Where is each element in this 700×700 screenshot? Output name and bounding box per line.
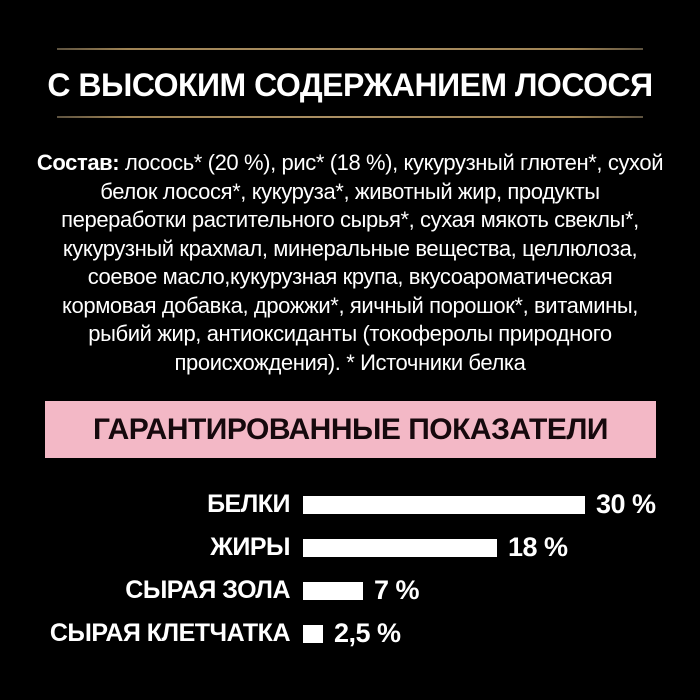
banner-label: ГАРАНТИРОВАННЫЕ ПОКАЗАТЕЛИ: [93, 412, 609, 446]
bar-value-crude-ash: 7 %: [374, 575, 420, 605]
gold-divider-bottom: [57, 116, 643, 118]
chart-row-crude-fiber: СЫРАЯ КЛЕТЧАТКА 2,5 %: [0, 612, 700, 655]
page-title: С ВЫСОКИМ СОДЕРЖАНИЕМ ЛОСОСЯ: [47, 67, 653, 103]
composition-line: кукурузный крахмал, минеральные вещества…: [62, 235, 638, 261]
guaranteed-analysis-chart: БЕЛКИ 30 % ЖИРЫ 18 % СЫРАЯ ЗОЛА 7 % СЫРА…: [0, 483, 700, 655]
bar-crude-ash: [303, 581, 363, 600]
composition-line: кормовая добавка, дрожжи*, яичный порошо…: [62, 292, 638, 318]
chart-row-crude-ash: СЫРАЯ ЗОЛА 7 %: [0, 569, 700, 612]
composition-line: белок лосося*, кукуруза*, животный жир, …: [100, 178, 600, 204]
bar-label-crude-fiber: СЫРАЯ КЛЕТЧАТКА: [49, 619, 291, 647]
composition-line: Состав: лосось* (20 %), рис* (18 %), кук…: [0, 149, 700, 178]
bar-label-proteins: БЕЛКИ: [207, 490, 290, 518]
guaranteed-indicators-banner: ГАРАНТИРОВАННЫЕ ПОКАЗАТЕЛИ: [45, 401, 656, 458]
composition-line: рыбий жир, антиоксиданты (токоферолы при…: [88, 321, 612, 346]
composition-label: Состав:: [36, 150, 120, 175]
composition-line: происхождения). * Источники белка: [174, 349, 526, 375]
bar-label-crude-ash: СЫРАЯ ЗОЛА: [125, 576, 290, 604]
chart-row-proteins: БЕЛКИ 30 %: [0, 483, 700, 526]
bar-value-fats: 18 %: [508, 532, 568, 562]
bar-fats: [303, 538, 497, 557]
composition-line-text: лосось* (20 %), рис* (18 %), кукурузный …: [124, 150, 664, 175]
composition-line: переработки растительного сырья*, сухая …: [61, 207, 639, 232]
bar-label-fats: ЖИРЫ: [210, 533, 290, 561]
bar-value-proteins: 30 %: [596, 489, 656, 519]
bar-proteins: [303, 495, 585, 514]
composition-text: Состав: лосось* (20 %), рис* (18 %), кук…: [0, 149, 700, 377]
bar-value-crude-fiber: 2,5 %: [334, 618, 401, 648]
composition-line: соевое масло,кукурузная крупа, вкусоаром…: [87, 264, 613, 289]
gold-divider-top: [57, 48, 643, 50]
chart-row-fats: ЖИРЫ 18 %: [0, 526, 700, 569]
bar-crude-fiber: [303, 624, 323, 643]
